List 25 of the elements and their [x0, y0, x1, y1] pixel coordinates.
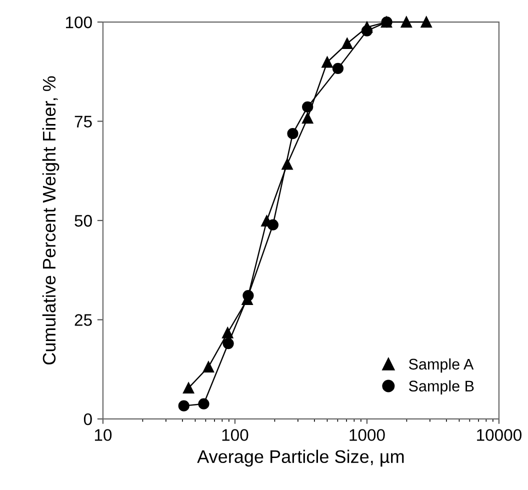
point	[400, 16, 412, 28]
y-tick-label: 75	[74, 116, 92, 128]
x-tick-label: 10000	[477, 429, 522, 441]
point	[342, 38, 353, 50]
y-tick-label: 50	[74, 214, 92, 227]
x-axis-title: Average Particle Size, µm	[197, 450, 404, 467]
point	[222, 338, 234, 350]
point	[182, 382, 194, 394]
x-tick-label: 10	[94, 429, 112, 441]
point	[282, 158, 293, 170]
point	[302, 112, 314, 124]
y-tick-label: 0	[84, 413, 92, 426]
x-tick-label: 100	[222, 429, 248, 441]
point	[222, 327, 234, 338]
point	[202, 361, 214, 373]
point	[420, 16, 432, 28]
x-tick-label: 1000	[350, 429, 385, 441]
legend-label: Sample A	[408, 358, 474, 373]
legend-label: Sample B	[408, 380, 474, 395]
point	[361, 22, 373, 33]
y-tick-label: 100	[66, 16, 92, 28]
point	[302, 101, 314, 113]
point	[322, 56, 333, 68]
y-tick-label: 25	[74, 314, 92, 326]
y-axis-title: Cumulative Percent Weight Finer, %	[42, 76, 60, 364]
